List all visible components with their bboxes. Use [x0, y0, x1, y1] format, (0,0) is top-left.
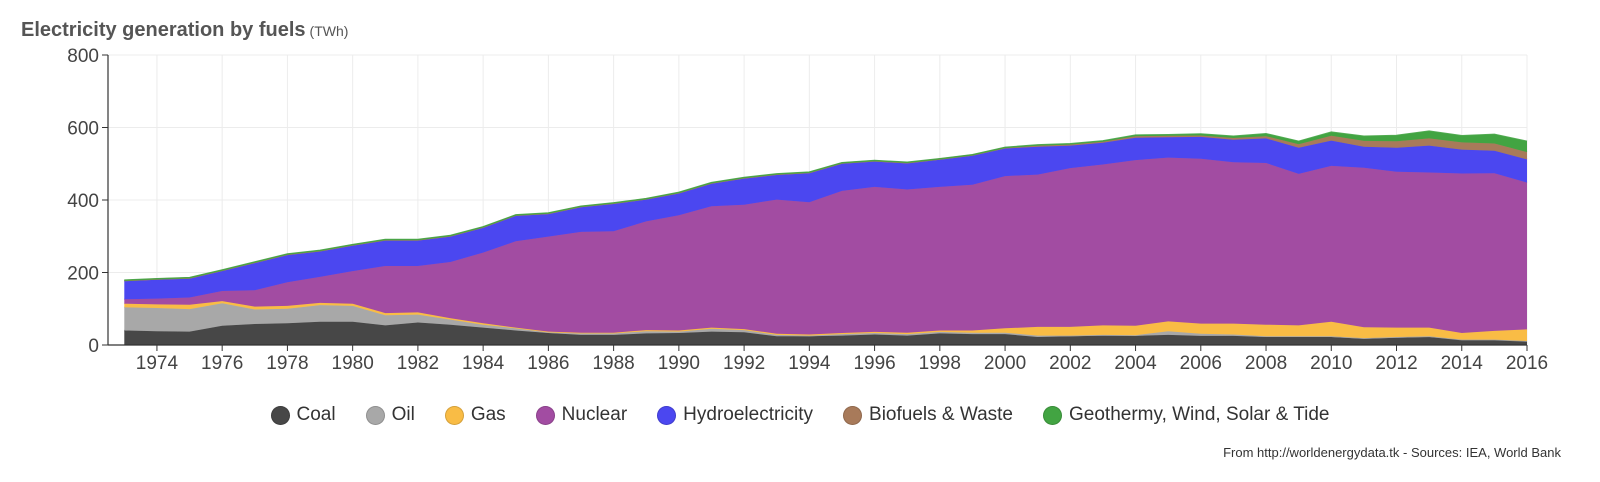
- x-tick-label: 2000: [984, 353, 1026, 374]
- x-tick-label: 1988: [592, 353, 634, 374]
- legend-swatch-icon: [1043, 405, 1062, 425]
- legend-label: Geothermy, Wind, Solar & Tide: [1069, 404, 1330, 425]
- legend-label: Hydroelectricity: [683, 404, 814, 425]
- legend-item-coal[interactable]: Coal: [270, 404, 336, 426]
- legend-label: Nuclear: [561, 404, 628, 425]
- y-tick-label: 200: [67, 264, 99, 285]
- y-tick-label: 600: [67, 119, 99, 140]
- legend-item-biofuels-waste[interactable]: Biofuels & Waste: [843, 404, 1013, 426]
- x-tick-label: 1990: [658, 353, 700, 374]
- legend: Coal Oil Gas Nuclear Hydroelectricity Biofuel…: [0, 404, 1600, 426]
- stacked-areas: [124, 130, 1528, 345]
- x-tick-label: 1994: [788, 353, 831, 374]
- x-tick-label: 2004: [1114, 353, 1157, 374]
- legend-label: Oil: [391, 404, 415, 425]
- legend-label: Coal: [296, 404, 336, 425]
- chart-unit: (TWh): [309, 23, 349, 39]
- x-tick-label: 1978: [266, 353, 308, 374]
- x-tick-label: 1984: [462, 353, 505, 374]
- legend-label: Gas: [470, 404, 506, 425]
- x-tick-label: 1992: [723, 353, 765, 374]
- legend-item-hydroelectricity[interactable]: Hydroelectricity: [657, 404, 813, 426]
- x-tick-label: 1998: [919, 353, 961, 374]
- x-tick-label: 2016: [1506, 353, 1548, 374]
- legend-swatch-icon: [270, 405, 290, 425]
- x-tick-label: 2002: [1049, 353, 1091, 374]
- legend-item-gas[interactable]: Gas: [444, 404, 506, 426]
- source-note: From http://worldenergydata.tk - Sources…: [1223, 445, 1561, 460]
- legend-swatch-icon: [843, 405, 863, 425]
- y-tick-label: 0: [88, 336, 99, 357]
- legend-item-nuclear[interactable]: Nuclear: [535, 404, 628, 426]
- legend-label: Biofuels & Waste: [869, 404, 1013, 425]
- axes: 0 200 400 600 800 1974 1976 1978 1980 1982 1984 198…: [67, 46, 1548, 374]
- legend-swatch-icon: [657, 405, 677, 425]
- x-tick-label: 1996: [853, 353, 895, 374]
- legend-swatch-icon: [365, 405, 385, 425]
- x-tick-label: 2010: [1310, 353, 1352, 374]
- legend-item-geothermy-wind-solar-tide[interactable]: Geothermy, Wind, Solar & Tide: [1043, 404, 1329, 426]
- x-tick-label: 1974: [136, 353, 179, 374]
- x-tick-label: 2008: [1245, 353, 1287, 374]
- x-tick-label: 1976: [201, 353, 243, 374]
- area-gas: [124, 301, 1527, 341]
- x-tick-label: 1986: [527, 353, 569, 374]
- area-nuclear: [124, 157, 1527, 335]
- y-tick-label: 800: [67, 46, 99, 67]
- legend-swatch-icon: [444, 405, 464, 425]
- chart-title-text: Electricity generation by fuels: [21, 19, 306, 41]
- x-tick-label: 2012: [1375, 353, 1417, 374]
- legend-item-oil[interactable]: Oil: [365, 404, 415, 426]
- chart-title: Electricity generation by fuels (TWh): [21, 19, 348, 42]
- x-tick-label: 1980: [332, 353, 374, 374]
- line-geothermy-wind-solar-tide: [124, 130, 1528, 281]
- legend-swatch-icon: [535, 405, 555, 425]
- x-tick-label: 2014: [1441, 353, 1484, 374]
- x-tick-label: 1982: [397, 353, 439, 374]
- y-tick-label: 400: [67, 191, 99, 212]
- area-hydroelectricity: [124, 136, 1527, 300]
- x-tick-label: 2006: [1180, 353, 1222, 374]
